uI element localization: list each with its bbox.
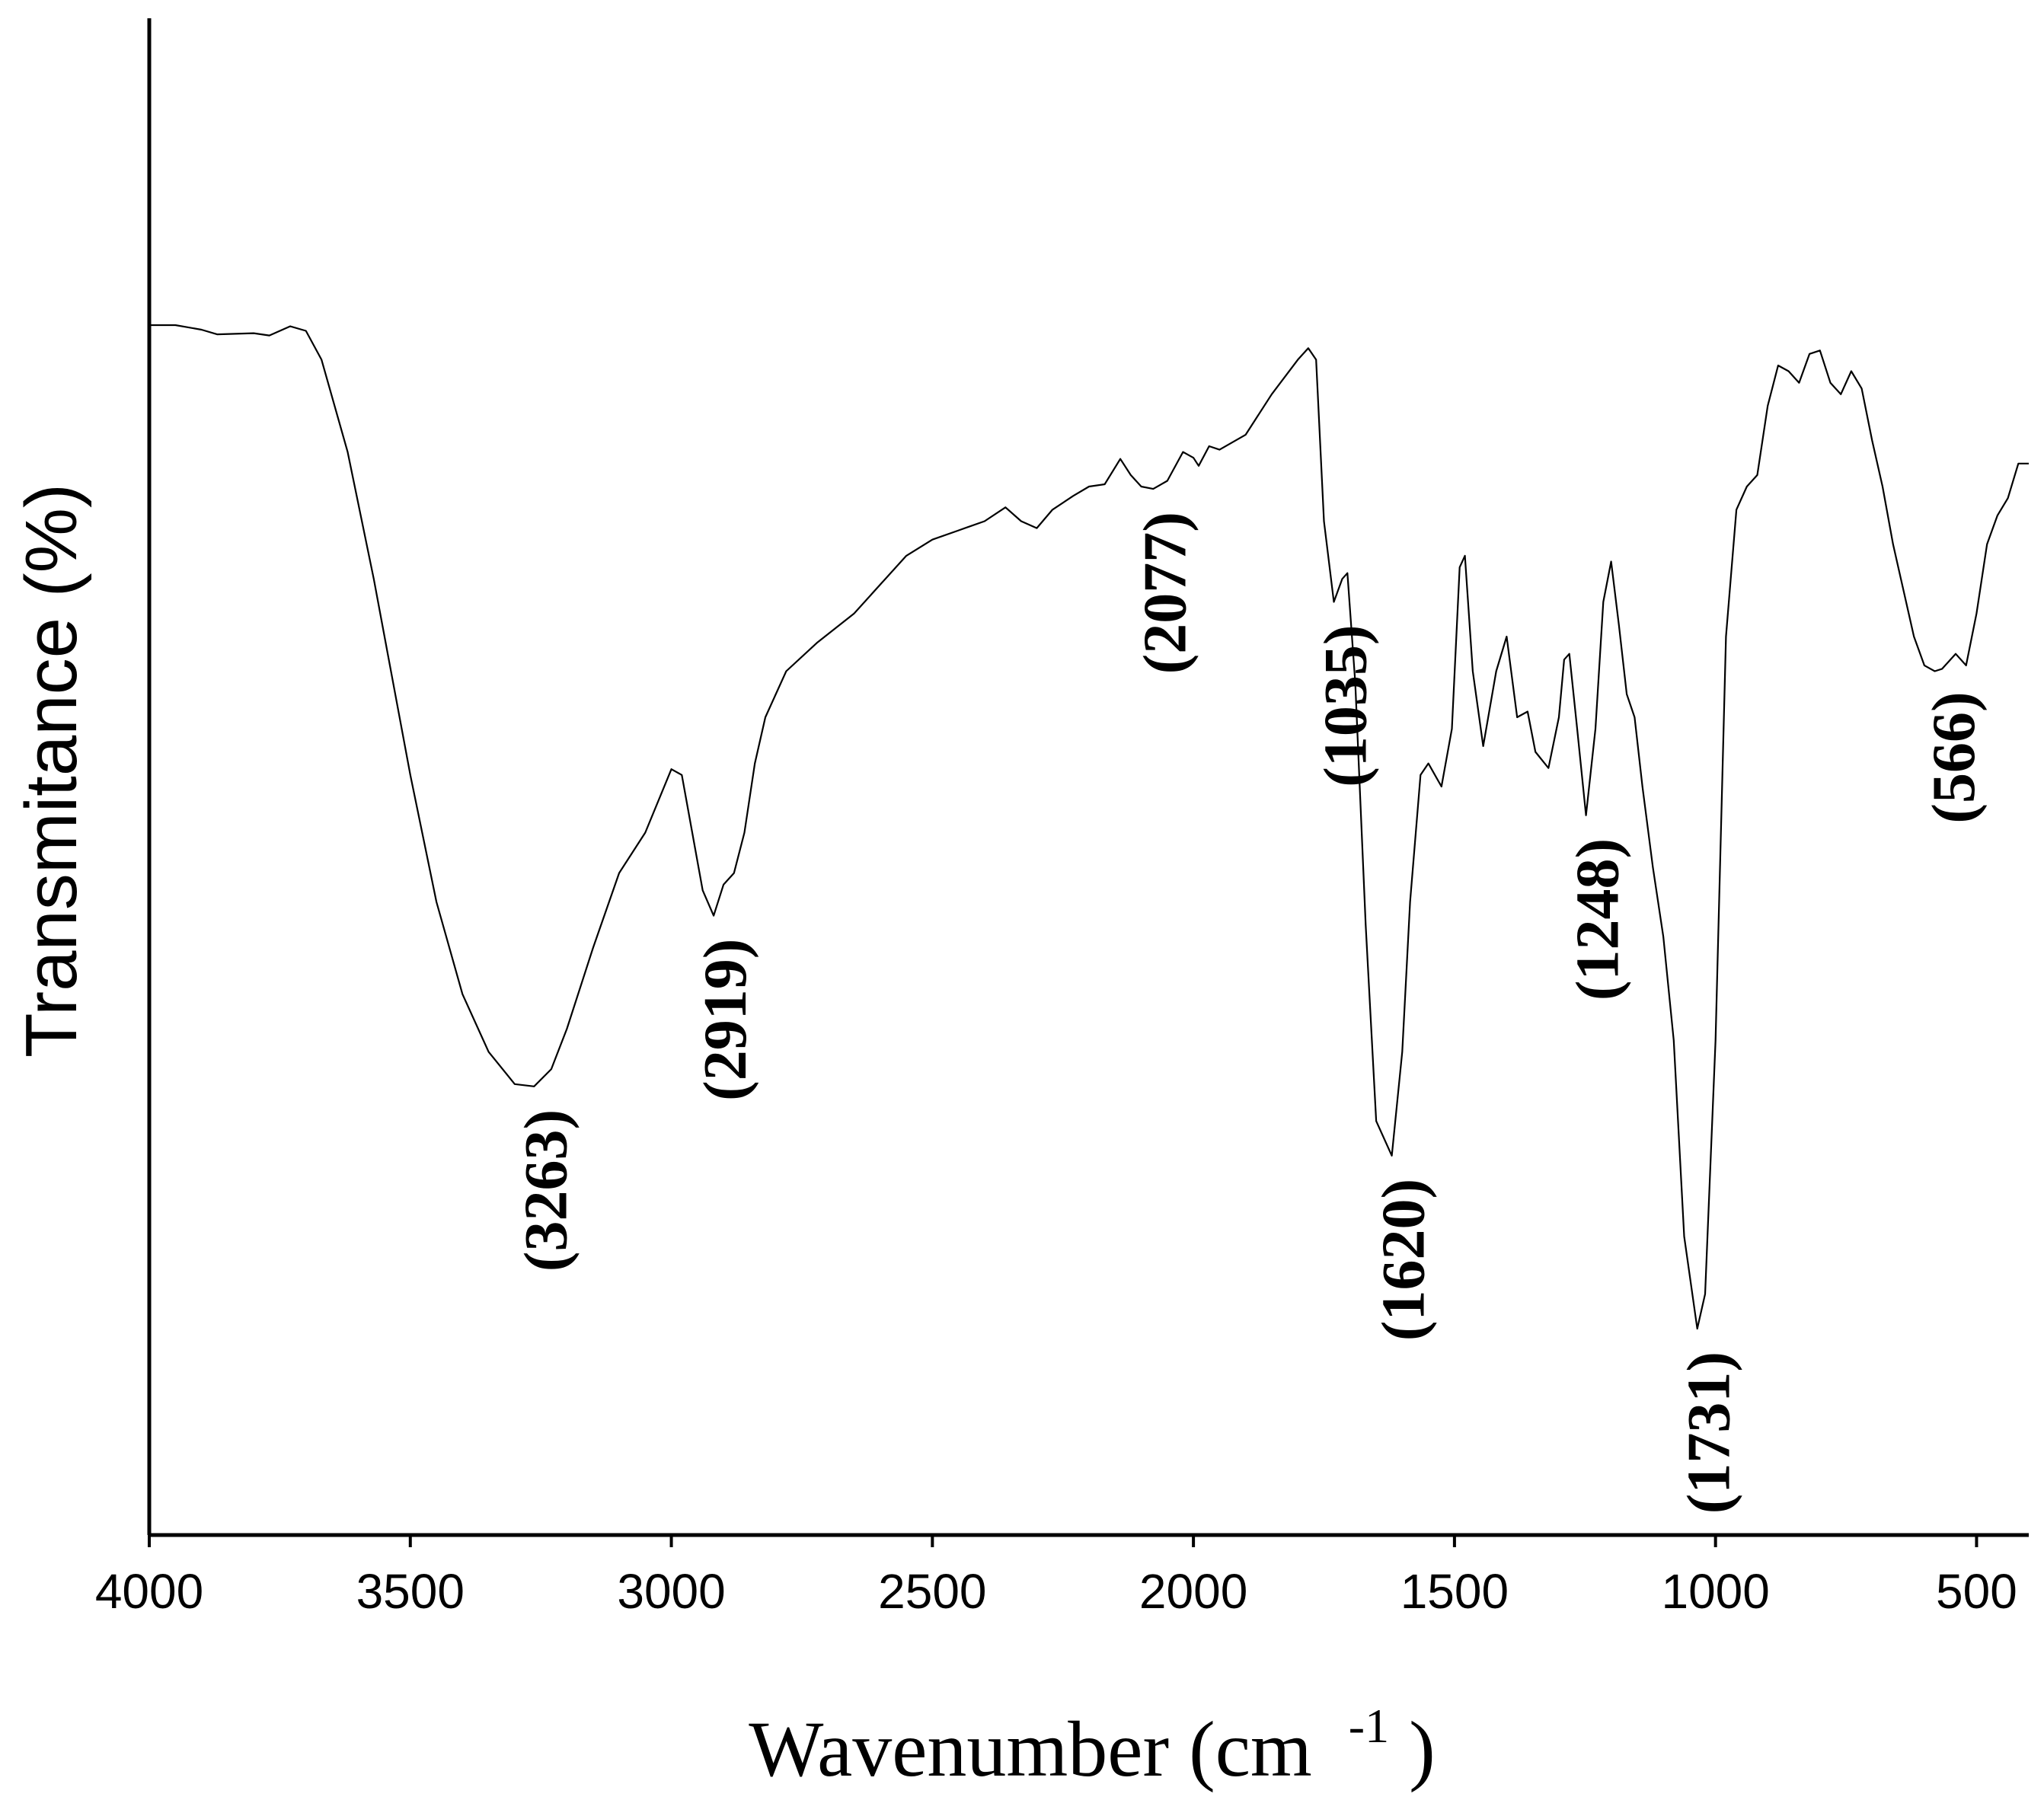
x-tick-label: 1500 xyxy=(1400,1564,1509,1619)
peak-label: (2919) xyxy=(692,939,759,1101)
peak-label: (1620) xyxy=(1371,1179,1438,1341)
axes xyxy=(147,18,2029,1537)
x-tick-label: 500 xyxy=(1936,1564,2017,1619)
peak-label: (2077) xyxy=(1132,512,1199,674)
x-tick-label: 1000 xyxy=(1661,1564,1769,1619)
peak-annotations: (3263) (2919) (2077) (1035) (1620) (1248) (173… xyxy=(513,512,1988,1514)
x-tick-label: 4000 xyxy=(95,1564,203,1619)
x-axis-label: Wavenumber (cm -1 ) xyxy=(749,1672,1435,1793)
peak-label: (3263) xyxy=(513,1109,580,1272)
peak-label: (1731) xyxy=(1676,1352,1743,1514)
x-ticks: 4000 3500 3000 2500 2000 1500 1000 500 xyxy=(95,1535,2017,1619)
x-tick-label: 3500 xyxy=(356,1564,465,1619)
peak-label: (566) xyxy=(1921,691,1988,823)
x-axis-label-superscript: -1 xyxy=(1349,1699,1389,1753)
peak-label: (1248) xyxy=(1565,838,1632,1001)
x-axis-label-close: ) xyxy=(1409,1706,1436,1793)
x-axis-label-main: Wavenumber (cm xyxy=(749,1706,1312,1793)
peak-label: (1035) xyxy=(1313,625,1380,787)
y-axis-label: Transmitance (%) xyxy=(11,484,92,1058)
x-tick-label: 2500 xyxy=(878,1564,986,1619)
x-tick-label: 2000 xyxy=(1139,1564,1247,1619)
spectrum-line xyxy=(149,324,2029,1330)
x-tick-label: 3000 xyxy=(617,1564,725,1619)
series-layer xyxy=(149,324,2029,1330)
